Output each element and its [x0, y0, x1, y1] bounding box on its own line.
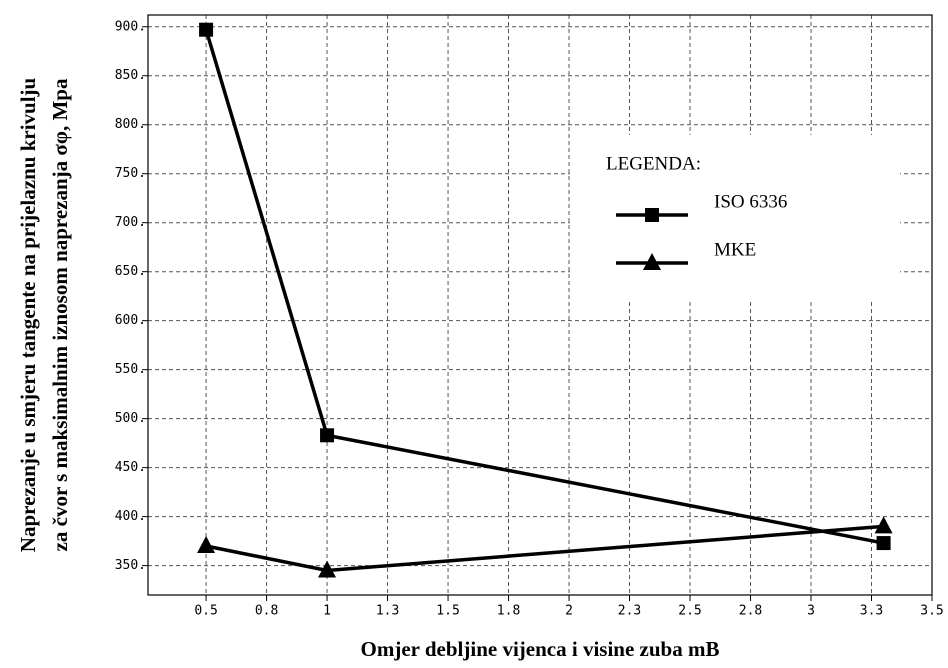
y-tick-label: 450. — [115, 460, 146, 475]
legend-label: MKE — [714, 239, 756, 260]
marker — [199, 22, 214, 37]
x-tick-label: 1.5 — [436, 604, 459, 619]
y-tick-label: 900. — [115, 19, 146, 34]
x-tick-label: 0.8 — [255, 604, 278, 619]
marker — [874, 516, 893, 534]
y-tick-label: 800. — [115, 117, 146, 132]
marker — [320, 428, 335, 443]
marker — [643, 253, 661, 270]
marker — [645, 208, 659, 222]
y-tick-label: 850. — [115, 68, 146, 83]
x-tick-label: 3.3 — [860, 604, 883, 619]
legend-title: LEGENDA: — [606, 153, 701, 174]
marker — [318, 560, 337, 578]
legend-label: ISO 6336 — [714, 191, 787, 212]
y-tick-label: 500. — [115, 411, 146, 426]
y-tick-label: 600. — [115, 313, 146, 328]
x-axis-label: Omjer debljine vijenca i visine zuba mB — [361, 637, 720, 661]
marker — [876, 536, 891, 551]
x-tick-label: 2.3 — [618, 604, 641, 619]
y-tick-label: 700. — [115, 215, 146, 230]
y-axis-label: Naprezanje u smjeru tangente na prijelaz… — [16, 77, 40, 552]
plot-area — [148, 15, 932, 595]
y-axis-label: za čvor s maksimalnim iznosom naprezanja… — [48, 78, 72, 551]
legend-box — [570, 135, 900, 300]
x-tick-label: 1.3 — [376, 604, 399, 619]
x-tick-label: 2 — [565, 604, 573, 619]
y-tick-label: 750. — [115, 166, 146, 181]
x-tick-label: 1.8 — [497, 604, 520, 619]
x-tick-label: 1 — [323, 604, 331, 619]
x-tick-label: 0.5 — [194, 604, 217, 619]
y-tick-label: 400. — [115, 509, 146, 524]
x-tick-label: 3 — [807, 604, 815, 619]
plot-border — [147, 14, 933, 596]
y-tick-label: 650. — [115, 264, 146, 279]
x-tick-label: 2.5 — [678, 604, 701, 619]
y-tick-label: 350. — [115, 558, 146, 573]
x-tick-label: 2.8 — [739, 604, 762, 619]
marker — [197, 536, 216, 554]
y-tick-label: 550. — [115, 362, 146, 377]
x-tick-label: 3.5 — [920, 604, 943, 619]
